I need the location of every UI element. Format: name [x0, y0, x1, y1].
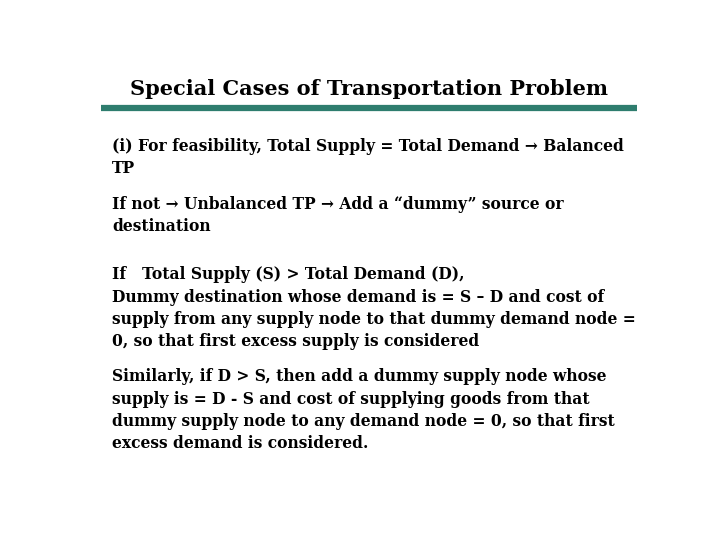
Text: Special Cases of Transportation Problem: Special Cases of Transportation Problem	[130, 79, 608, 99]
Text: If not → Unbalanced TP → Add a “dummy” source or
destination: If not → Unbalanced TP → Add a “dummy” s…	[112, 196, 564, 235]
Text: Similarly, if D > S, then add a dummy supply node whose
supply is = D - S and co: Similarly, if D > S, then add a dummy su…	[112, 368, 615, 452]
Text: (i) For feasibility, Total Supply = Total Demand → Balanced
TP: (i) For feasibility, Total Supply = Tota…	[112, 138, 624, 177]
Text: If   Total Supply (S) > Total Demand (D),
Dummy destination whose demand is = S : If Total Supply (S) > Total Demand (D), …	[112, 266, 636, 350]
